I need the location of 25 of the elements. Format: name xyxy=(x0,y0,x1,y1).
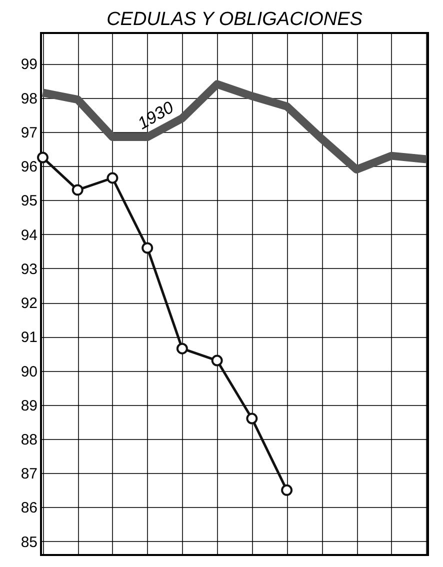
point xyxy=(246,412,258,424)
y-tick-label: 93 xyxy=(20,260,38,278)
point xyxy=(37,152,48,164)
y-tick-label: 91 xyxy=(20,329,38,346)
y-tick-label: 90 xyxy=(20,363,38,380)
point xyxy=(211,354,223,366)
y-tick-label: 97 xyxy=(20,124,38,142)
text: 1930 xyxy=(134,98,178,134)
y-tick-label: 92 xyxy=(20,295,38,312)
y-tick-label: 88 xyxy=(20,432,38,448)
chart-title: CEDULAS Y OBLIGACIONES xyxy=(106,9,363,30)
point xyxy=(281,484,293,496)
y-tick-label: 89 xyxy=(20,397,38,414)
y-tick-label: 95 xyxy=(20,192,38,210)
point xyxy=(176,342,188,354)
point xyxy=(142,242,154,254)
y-tick-label: 99 xyxy=(20,56,38,74)
y-tick-label: 94 xyxy=(20,226,38,244)
y-tick-label: 98 xyxy=(20,90,38,108)
point xyxy=(106,172,118,184)
y-tick-label: 87 xyxy=(20,466,38,483)
point xyxy=(72,184,84,196)
y-tick-label: 86 xyxy=(20,500,38,517)
y-tick-label: 96 xyxy=(20,158,38,176)
y-tick-label: 85 xyxy=(20,534,38,551)
